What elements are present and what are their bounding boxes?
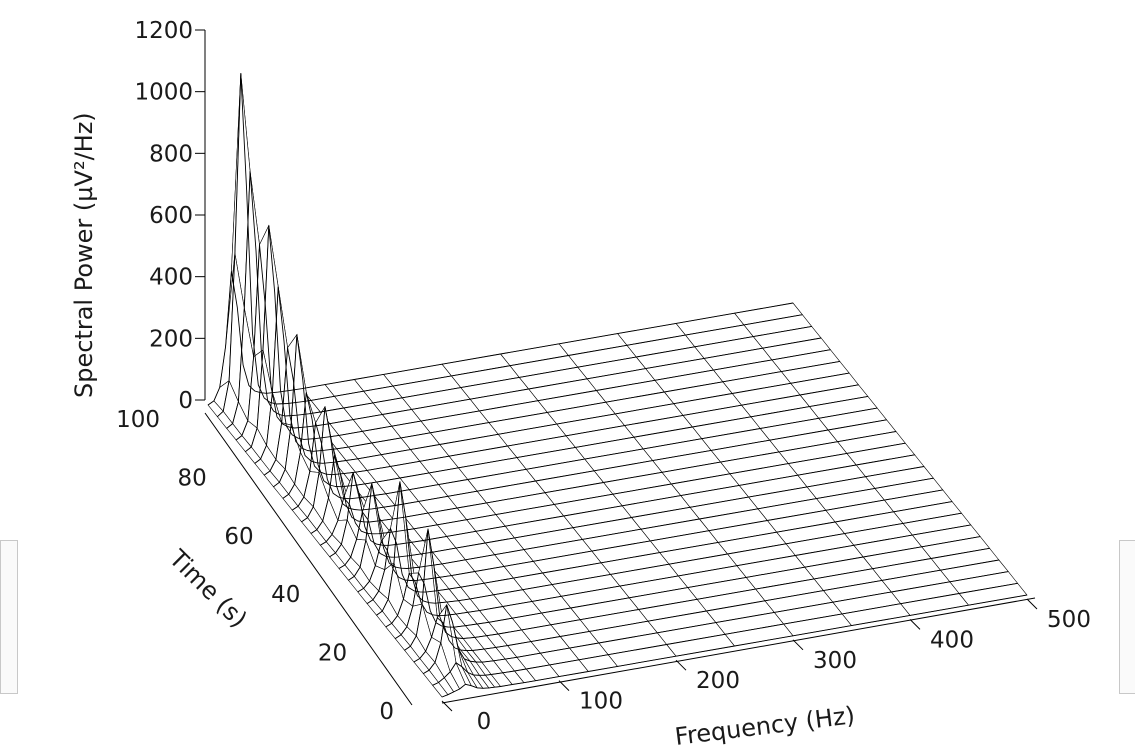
y-tick-label: 80 (178, 465, 207, 491)
x-tick-mark (675, 659, 687, 671)
z-axis-title: Spectral Power (µV²/Hz) (70, 112, 98, 398)
x-axis-line (441, 597, 1036, 704)
z-tick-label: 800 (149, 141, 193, 167)
time-slice-line (432, 582, 1018, 686)
time-slice-line (441, 594, 1028, 698)
time-slice-line (329, 454, 915, 558)
x-tick-mark (909, 619, 921, 630)
time-slice-line (394, 536, 981, 639)
time-slice-line (310, 431, 897, 534)
time-slice-line (282, 392, 868, 499)
y-axis-title: Time (s) (163, 544, 253, 634)
time-slice-line (245, 225, 831, 453)
time-slice-line (301, 406, 887, 523)
surface-mesh (207, 72, 1028, 698)
x-tick-label: 100 (579, 689, 623, 715)
z-tick-label: 600 (149, 203, 193, 229)
y-tick-label: 60 (224, 524, 253, 550)
x-tick-label: 200 (696, 668, 740, 694)
time-slice-line (376, 481, 962, 616)
z-tick-label: 1000 (134, 80, 193, 106)
y-tick-label: 40 (271, 582, 300, 608)
time-slice-line (357, 489, 943, 593)
time-slice-line (385, 524, 971, 628)
time-slice-line (226, 170, 812, 429)
x-tick-mark (792, 639, 804, 651)
x-tick-label: 400 (930, 627, 974, 653)
y-tick-label: 20 (318, 641, 347, 667)
x-axis-title: Frequency (Hz) (673, 701, 856, 747)
time-slice-line (263, 347, 850, 476)
time-slice-line (273, 334, 859, 488)
z-tick-label: 0 (178, 388, 193, 414)
z-tick-label: 1200 (134, 18, 193, 44)
tick-labels: 0200400600800100012000204060801000100200… (116, 18, 1091, 735)
time-slice-line (235, 244, 822, 441)
right-edge-band (1119, 540, 1135, 694)
x-tick-mark (558, 680, 570, 691)
x-tick-label: 300 (813, 648, 857, 674)
x-tick-mark (1026, 598, 1038, 610)
time-slice-line (404, 528, 990, 651)
time-slice-line (254, 286, 840, 464)
time-slice-line (338, 466, 925, 569)
x-tick-mark (441, 700, 453, 712)
time-slice-line (413, 559, 999, 663)
z-tick-label: 200 (149, 326, 193, 352)
time-slice-line (423, 571, 1009, 674)
z-tick-label: 400 (149, 265, 193, 291)
time-slice-line (217, 72, 803, 418)
x-tick-label: 0 (477, 709, 492, 735)
left-edge-band (0, 540, 18, 694)
x-tick-label: 500 (1047, 607, 1091, 633)
time-slice-line (291, 407, 878, 511)
y-axis-line (204, 412, 413, 706)
time-slice-line (348, 477, 934, 581)
y-tick-label: 100 (116, 407, 160, 433)
time-slice-line (366, 501, 953, 604)
y-tick-label: 0 (379, 699, 394, 725)
